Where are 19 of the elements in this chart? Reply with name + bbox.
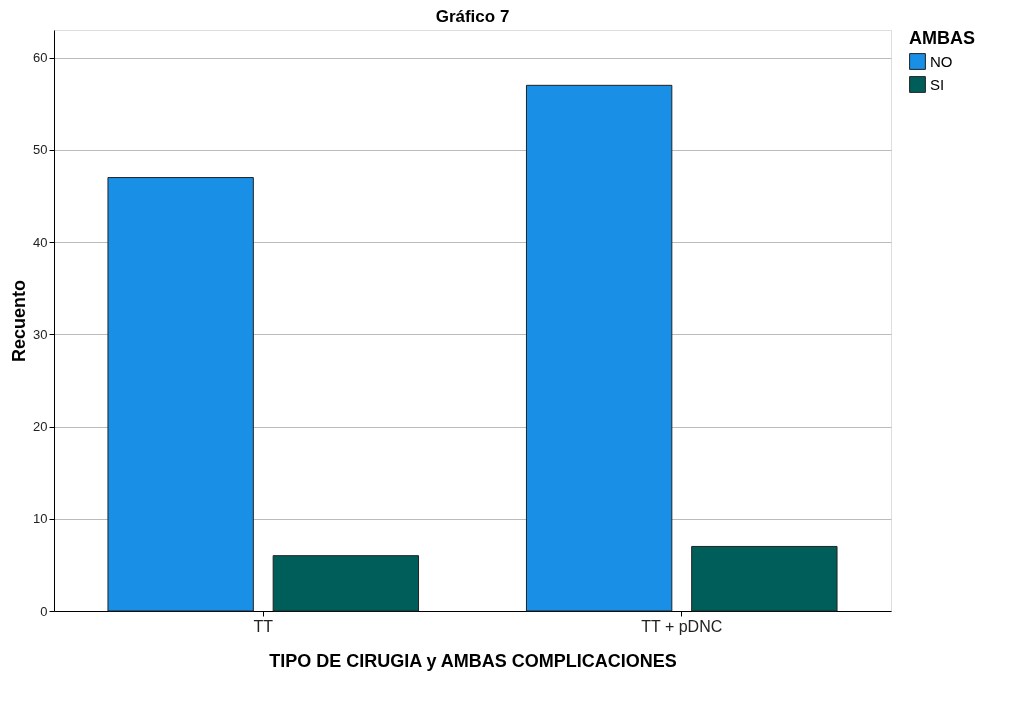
x-tick-label: TT: [253, 617, 274, 635]
bar: [525, 84, 673, 612]
y-tick-label: 0: [40, 603, 48, 619]
y-tick-label: 60: [33, 50, 48, 66]
bar: [107, 177, 254, 612]
y-tick-label: 10: [33, 511, 48, 527]
y-tick-label: 30: [33, 326, 48, 342]
x-axis-title: TIPO DE CIRUGIA y AMBAS COMPLICACIONES: [269, 650, 677, 671]
x-tick-label: TT + pDNC: [641, 617, 723, 635]
chart-title: Gráfico 7: [435, 7, 510, 26]
legend-label: NO: [930, 52, 953, 70]
y-tick-label: 50: [33, 142, 48, 158]
y-axis-title: Recuento: [9, 279, 30, 363]
legend-label: SI: [930, 75, 945, 93]
bar: [691, 545, 838, 612]
bar: [272, 555, 420, 612]
y-tick-label: 20: [33, 419, 48, 435]
y-tick-label: 40: [33, 234, 48, 250]
legend-title: AMBAS: [909, 28, 975, 48]
